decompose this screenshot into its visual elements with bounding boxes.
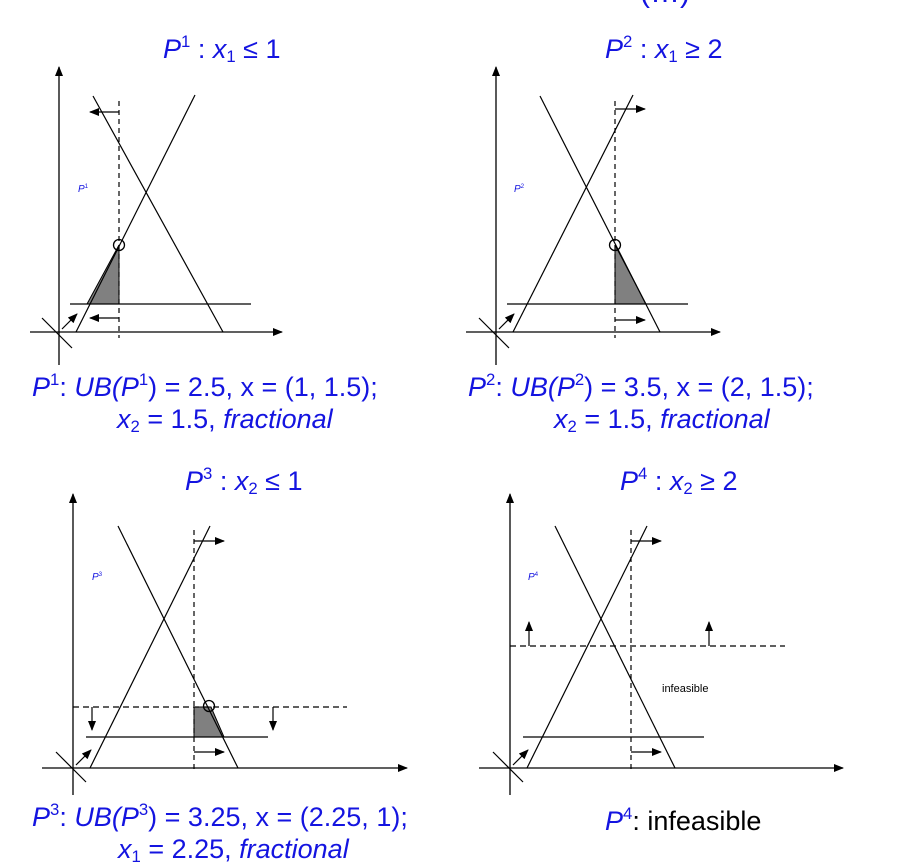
constraint-line-rising: [89, 525, 211, 769]
infeasible-region-label: infeasible: [662, 683, 709, 695]
lp-optimum-marker: [202, 699, 216, 713]
region-label-p1: P1: [78, 182, 89, 195]
caption-p3-line1: P3: UB(P3) = 3.25, x = (2.25, 1);: [32, 800, 408, 832]
panel-title-p2: P2 : x1 ≥ 2: [605, 32, 723, 67]
constraint-line-falling: [539, 95, 661, 333]
origin-cross: [55, 751, 87, 783]
constraint-line-rising: [512, 94, 634, 333]
caption-p4-line1: P4: infeasible: [605, 804, 762, 836]
caption-p1-line1: P1: UB(P1) = 2.5, x = (1, 1.5);: [32, 370, 378, 402]
constraint-line-falling: [117, 525, 239, 769]
objective-arrow: [75, 749, 92, 766]
constraint-line-rising: [526, 525, 648, 769]
caption-p1-line2: x2 = 1.5, fractional: [117, 404, 333, 437]
objective-arrow: [61, 313, 78, 330]
origin-cross: [41, 317, 73, 349]
constraint-line-falling: [554, 525, 676, 769]
region-label-p3: P3: [92, 570, 103, 583]
constraint-line-rising: [75, 94, 196, 333]
objective-arrow: [498, 313, 515, 330]
objective-arrow: [512, 749, 529, 766]
lp-optimum-marker: [608, 238, 622, 252]
region-label-p4: P4: [528, 570, 539, 583]
origin-cross: [478, 317, 510, 349]
region-label-p2: P2: [514, 182, 525, 195]
panel-title-p3: P3 : x2 ≤ 1: [185, 464, 303, 499]
panel-title-p1: P1 : x1 ≤ 1: [163, 32, 281, 67]
panel-title-p4: P4 : x2 ≥ 2: [620, 464, 738, 499]
header-fragment: (…): [640, 0, 690, 10]
lp-optimum-marker: [112, 238, 126, 252]
caption-p2-line1: P2: UB(P2) = 3.5, x = (2, 1.5);: [468, 370, 814, 402]
caption-p2-line2: x2 = 1.5, fractional: [554, 404, 770, 437]
constraint-line-falling: [92, 95, 224, 333]
caption-p3-line2: x1 = 2.25, fractional: [118, 834, 349, 866]
origin-cross: [492, 751, 524, 783]
